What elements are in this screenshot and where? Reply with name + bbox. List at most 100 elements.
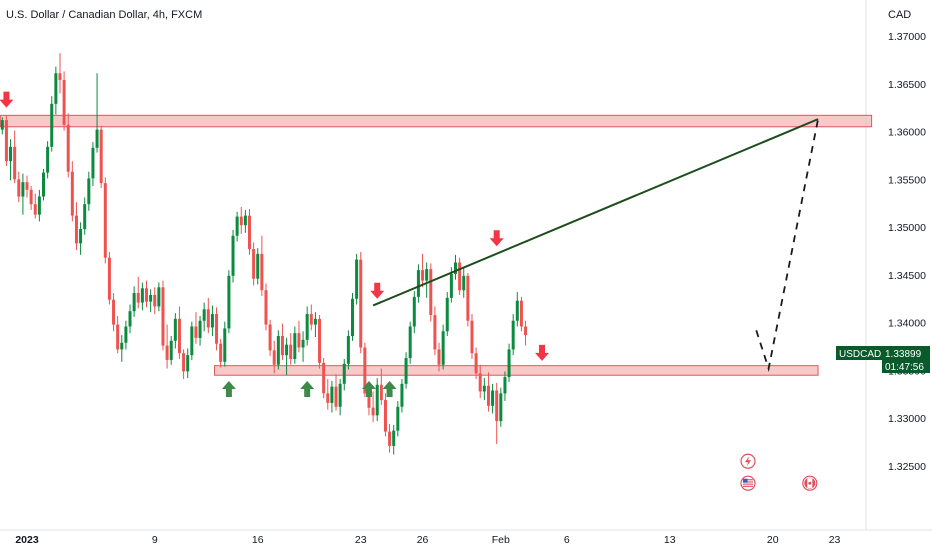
candles-layer (0, 53, 528, 455)
candle-body (351, 298, 354, 337)
candle-body (260, 253, 264, 291)
candle-body (186, 355, 190, 372)
candle-body (153, 294, 157, 307)
event-icons-layer (740, 453, 818, 491)
flag-stripe (743, 481, 754, 483)
candle-body (165, 345, 169, 360)
candle-body (140, 288, 144, 303)
candle-body (474, 353, 478, 374)
candle-body (499, 393, 503, 422)
candle-body (87, 178, 91, 205)
support-zone (214, 365, 819, 376)
canada-flag-icon (802, 475, 818, 491)
x-tick-label: 23 (355, 534, 367, 546)
time-axis[interactable]: 2023 9 16 23 26 Feb 6 13 20 23 (15, 534, 840, 546)
candle-body (486, 385, 490, 406)
candle-body (318, 318, 322, 363)
candle-body (173, 318, 177, 341)
y-tick-label: 1.32500 (888, 461, 926, 473)
candle-body (519, 300, 523, 327)
candle-body (305, 314, 309, 340)
candle-body (470, 320, 474, 354)
candle-body (276, 336, 280, 365)
candle-body (145, 288, 148, 302)
countdown-label: 01:47:56 (885, 362, 924, 373)
candle-body (128, 311, 132, 327)
candle-body (346, 336, 350, 364)
candle-body (359, 259, 363, 348)
rising-trendline (372, 118, 819, 307)
candle-body (482, 385, 486, 392)
candle-body (454, 262, 457, 274)
candle-body (334, 386, 338, 407)
y-tick-label: 1.35000 (888, 222, 926, 234)
symbol-price-badge[interactable]: USDCAD 1.33899 01:47:56 (836, 346, 930, 373)
x-tick-label: 9 (152, 534, 158, 546)
arrows-layer (0, 91, 550, 397)
candle-body (33, 204, 37, 215)
zones-layer (0, 114, 873, 376)
symbol-badge (836, 346, 882, 360)
candle-body (511, 320, 515, 350)
x-tick-label: 16 (252, 534, 264, 546)
candle-body (42, 172, 45, 197)
x-tick-label: 2023 (15, 534, 39, 546)
candle-body (388, 431, 392, 446)
candle-body (215, 314, 219, 344)
candle-body (462, 275, 466, 291)
candle-body (107, 257, 111, 300)
candle-body (169, 340, 173, 360)
candle-body (112, 299, 116, 325)
candle-body (371, 407, 375, 416)
currency-label: CAD (888, 9, 911, 21)
candle-body (79, 229, 83, 244)
candle-body (367, 393, 371, 408)
candle-body (433, 315, 437, 350)
candle-body (272, 350, 276, 365)
x-tick-label: 20 (767, 534, 779, 546)
candle-body (289, 344, 293, 359)
candle-body (264, 290, 268, 325)
candle-body (9, 146, 13, 162)
candle-body (396, 406, 400, 431)
y-tick-label: 1.33000 (888, 413, 926, 425)
candle-body (95, 129, 99, 148)
y-tick-label: 1.36000 (888, 127, 926, 139)
candle-body (507, 349, 511, 378)
candle-body (239, 216, 243, 226)
maple-leaf (808, 481, 812, 485)
up-arrow-icon (361, 380, 376, 397)
candle-body (322, 362, 326, 394)
candle-body (248, 215, 251, 250)
y-tick-label: 1.35500 (888, 174, 926, 186)
candle-body (132, 293, 136, 312)
candle-body (400, 383, 404, 407)
candle-body (182, 353, 186, 372)
candle-body (25, 182, 29, 190)
x-tick-label: 23 (829, 534, 841, 546)
x-tick-label: 6 (564, 534, 570, 546)
candle-body (285, 344, 289, 356)
candle-body (330, 386, 334, 403)
candle-body (445, 297, 449, 332)
down-arrow-icon (0, 91, 14, 108)
candle-body (231, 235, 235, 276)
candle-body (449, 273, 453, 298)
candle-body (13, 146, 17, 180)
candle-body (206, 309, 210, 328)
candle-body (524, 326, 528, 336)
candle-body (58, 73, 62, 80)
candle-body (194, 326, 198, 338)
candle-body (256, 253, 260, 279)
candle-body (252, 249, 256, 279)
candle-body (243, 215, 247, 226)
candle-body (103, 183, 107, 258)
y-tick-label: 1.34500 (888, 270, 926, 282)
candle-body (478, 373, 482, 392)
price-axis[interactable]: 1.37000 1.36500 1.36000 1.35500 1.35000 1.345… (888, 31, 926, 473)
y-tick-label: 1.34000 (888, 318, 926, 330)
candle-body (157, 287, 161, 307)
candle-body (515, 300, 519, 321)
candle-body (416, 270, 420, 297)
